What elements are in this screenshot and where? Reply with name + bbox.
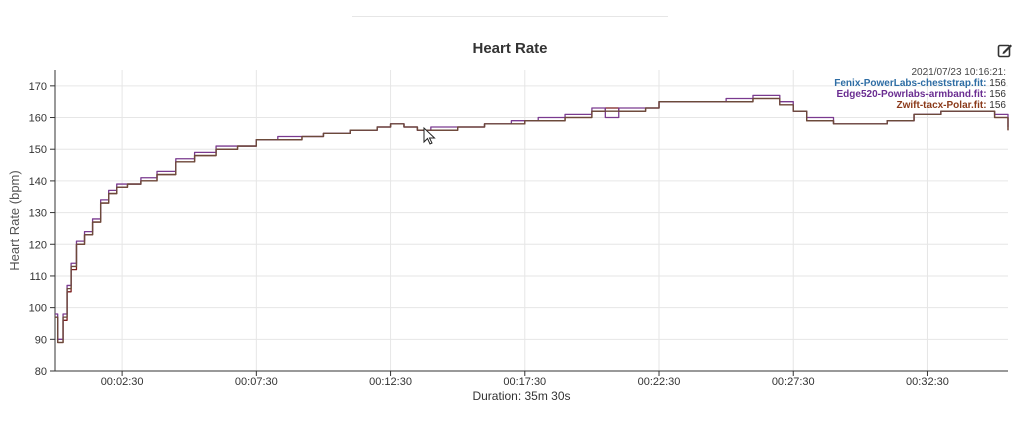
y-tick-label: 120 [29,239,47,251]
series-line [55,97,1009,344]
tooltip-series-label: Fenix-PowerLabs-cheststrap.fit: [834,78,986,89]
y-tick-labels: 80 90 100 110 120 130 140 150 160 170 [29,81,55,378]
x-tick-label: 00:17:30 [503,376,546,388]
grid-lines [55,70,1008,372]
top-divider [352,16,668,17]
x-tick-label: 00:32:30 [906,376,949,388]
x-tick-label: 00:07:30 [235,376,278,388]
y-tick-label: 130 [29,208,47,220]
y-tick-label: 160 [29,113,47,125]
y-tick-label: 170 [29,81,47,93]
y-tick-label: 140 [29,176,47,188]
axes [54,70,1008,372]
x-tick-labels: 00:02:30 00:07:30 00:12:30 00:17:30 00:22:30… [101,371,949,388]
edit-icon[interactable] [997,42,1013,58]
tooltip-series-value: 156 [987,78,1007,89]
y-tick-label: 80 [35,366,47,378]
x-tick-label: 00:02:30 [101,376,144,388]
y-axis-title: Heart Rate (bpm) [7,170,22,270]
tooltip-row: Fenix-PowerLabs-cheststrap.fit: 156 [834,78,1006,89]
chart-title: Heart Rate [472,40,548,57]
series-line [55,94,1009,340]
x-axis-title: Duration: 35m 30s [472,389,570,403]
tooltip-series-label: Edge520-Powrlabs-armband.fit: [837,89,987,100]
x-tick-label: 00:22:30 [638,376,681,388]
tooltip-row: Edge520-Powrlabs-armband.fit: 156 [837,89,1007,100]
tooltip-timestamp: 2021/07/23 10:16:21: [911,67,1006,78]
series-lines [55,94,1009,344]
cursor-arrow [423,126,436,145]
tooltip-series-label: Zwift-tacx-Polar.fit: [897,100,987,111]
tooltip-legend: 2021/07/23 10:16:21:Fenix-PowerLabs-ches… [834,67,1006,111]
tooltip-row: Zwift-tacx-Polar.fit: 156 [897,100,1007,111]
x-tick-label: 00:27:30 [772,376,815,388]
mouse-cursor-icon [423,126,436,145]
series-line [55,97,1009,344]
tooltip-series-value: 156 [987,89,1007,100]
y-tick-label: 100 [29,303,47,315]
y-tick-label: 150 [29,144,47,156]
x-tick-label: 00:12:30 [369,376,412,388]
y-tick-label: 110 [29,271,47,283]
tooltip-series-value: 156 [987,100,1007,111]
y-tick-label: 90 [35,334,47,346]
